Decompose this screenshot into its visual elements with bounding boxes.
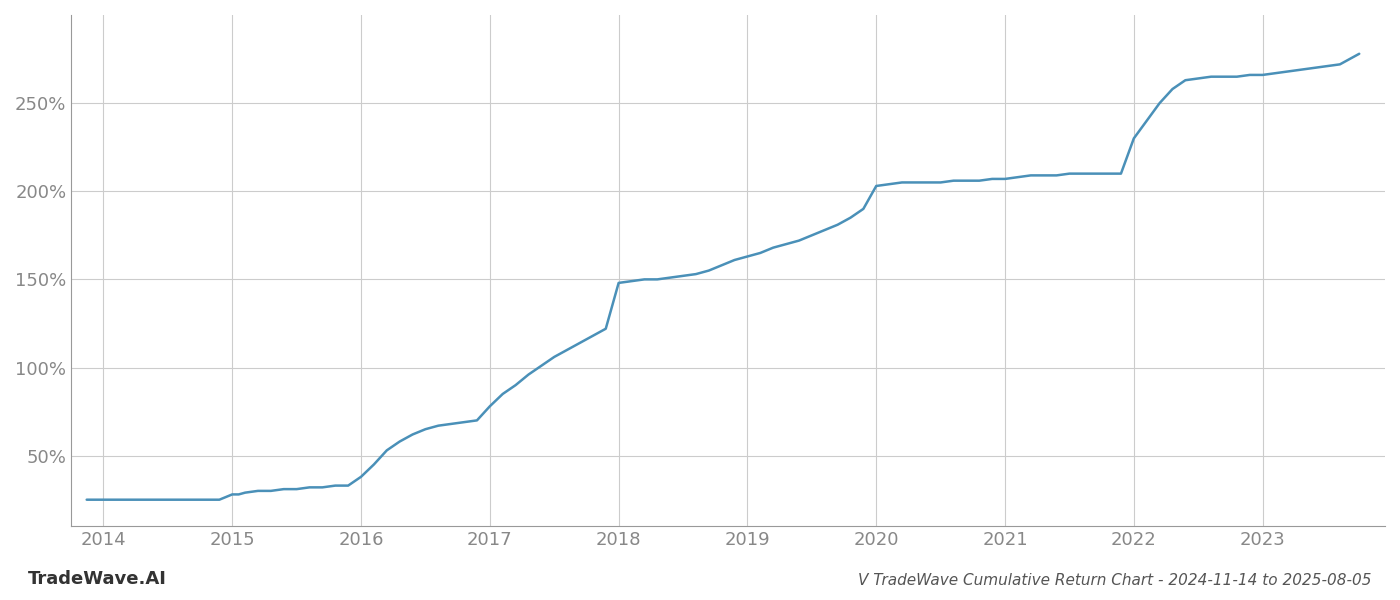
Text: TradeWave.AI: TradeWave.AI [28,570,167,588]
Text: V TradeWave Cumulative Return Chart - 2024-11-14 to 2025-08-05: V TradeWave Cumulative Return Chart - 20… [858,573,1372,588]
